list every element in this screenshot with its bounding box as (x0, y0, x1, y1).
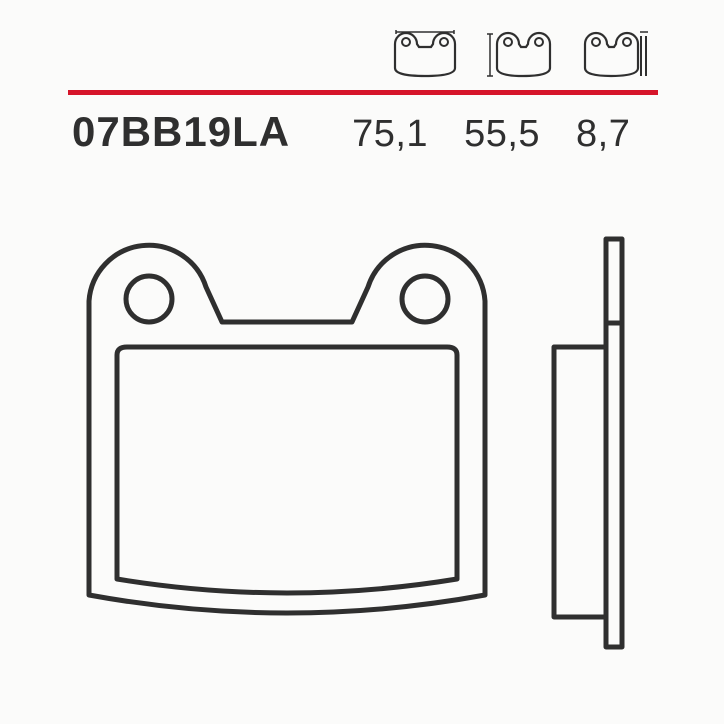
brake-pad-diagram (72, 225, 662, 665)
dim-thickness: 8,7 (576, 113, 630, 156)
side-pad-outline (554, 239, 622, 647)
front-pad-outline (89, 245, 485, 613)
spec-text-row: 07BB19LA 75,1 55,5 8,7 (72, 108, 662, 156)
mini-pad-width-icon (390, 28, 460, 78)
part-number: 07BB19LA (72, 108, 290, 156)
dim-width: 75,1 (352, 113, 428, 156)
dimensions-group: 75,1 55,5 8,7 (352, 113, 630, 156)
dim-height: 55,5 (464, 113, 540, 156)
mini-pad-height-icon (485, 28, 555, 78)
mini-pad-thickness-icon (580, 28, 650, 78)
divider-red-line (68, 90, 658, 95)
header-mini-icons (390, 28, 650, 78)
